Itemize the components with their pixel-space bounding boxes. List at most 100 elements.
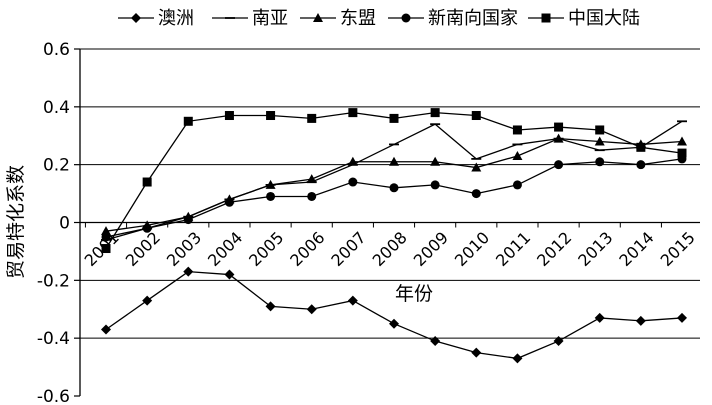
series-diamond <box>101 266 687 364</box>
data-point <box>553 133 564 143</box>
data-point <box>595 157 605 167</box>
data-point <box>389 318 399 329</box>
data-point <box>266 111 276 121</box>
data-point <box>512 180 522 190</box>
data-point <box>265 301 276 312</box>
data-point <box>142 223 152 233</box>
legend-label: 新南向国家 <box>428 8 518 29</box>
legend-item: 新南向国家 <box>388 8 518 29</box>
legend-label: 中国大陆 <box>568 8 640 29</box>
data-point <box>512 150 523 160</box>
x-tick-label: 2008 <box>369 228 411 270</box>
x-tick-label: 2013 <box>574 228 616 270</box>
x-tick-labels: 2001200220032004200520062007200820092010… <box>81 228 699 270</box>
series-circle <box>101 154 687 242</box>
x-tick-label: 2006 <box>286 228 328 270</box>
legend-label: 澳洲 <box>158 8 194 29</box>
y-tick-label: -0.2 <box>37 271 70 291</box>
data-point <box>307 191 317 201</box>
data-point <box>306 174 317 184</box>
data-point <box>677 148 687 158</box>
data-point <box>430 180 440 190</box>
y-tick-labels: 0.6 0.4 0.2 0 -0.2 -0.4 -0.6 <box>37 40 70 405</box>
y-tick-label: -0.4 <box>37 329 70 349</box>
data-point <box>306 304 317 315</box>
data-point <box>430 336 441 347</box>
x-axis-title: 年份 <box>395 283 433 305</box>
data-point <box>677 312 687 323</box>
x-tick-label: 2003 <box>163 228 205 270</box>
x-tick-label: 2004 <box>204 228 246 270</box>
legend-item: 中国大陆 <box>528 8 640 29</box>
gridlines <box>80 48 700 339</box>
legend-label: 南亚 <box>252 8 288 29</box>
x-tick-label: 2014 <box>615 228 657 270</box>
data-point <box>553 336 564 347</box>
data-point <box>471 162 482 172</box>
data-point <box>266 191 276 201</box>
legend-item: 南亚 <box>212 8 288 29</box>
y-tick-label: 0.6 <box>43 40 70 60</box>
data-point <box>101 324 111 335</box>
legend-swatch-marker <box>401 13 411 23</box>
data-point <box>183 266 194 277</box>
x-tick-label: 2007 <box>327 228 369 270</box>
data-point <box>101 226 111 236</box>
legend-item: 东盟 <box>300 8 376 29</box>
data-point <box>554 122 564 132</box>
data-point <box>554 160 564 170</box>
data-point <box>594 136 605 146</box>
data-point <box>594 312 605 323</box>
data-point <box>595 125 605 135</box>
x-tick-label: 2009 <box>410 228 452 270</box>
data-point <box>142 295 153 306</box>
data-point <box>183 215 193 225</box>
x-tick-label: 2012 <box>533 228 575 270</box>
data-point <box>430 108 440 118</box>
legend-swatch-marker <box>131 13 141 23</box>
x-tick-label: 2010 <box>451 228 493 270</box>
legend: 澳洲 南亚 东盟 新南向国家 中国大陆 <box>118 8 640 29</box>
series-square <box>101 108 687 254</box>
data-point <box>389 156 399 166</box>
y-tick-label: 0 <box>59 214 70 234</box>
series-lines <box>101 108 687 364</box>
data-point <box>389 113 399 123</box>
y-tick-label: 0.2 <box>43 156 70 176</box>
series-line <box>105 158 683 238</box>
data-point <box>348 177 358 187</box>
data-point <box>348 108 358 118</box>
data-point <box>512 353 523 364</box>
data-point <box>677 136 687 146</box>
legend-swatch-marker <box>313 13 323 22</box>
legend-label: 东盟 <box>340 8 376 29</box>
data-point <box>183 116 193 126</box>
y-tick-label: -0.6 <box>37 387 70 405</box>
y-tick-label: 0.4 <box>43 98 70 118</box>
data-point <box>471 189 481 199</box>
legend-item: 澳洲 <box>118 8 194 29</box>
axes <box>74 48 700 397</box>
data-point <box>265 179 276 189</box>
data-point <box>389 183 399 193</box>
legend-swatch-marker <box>541 13 551 23</box>
data-point <box>224 197 234 207</box>
data-point <box>635 315 646 326</box>
data-point <box>224 111 234 121</box>
data-point <box>636 142 646 152</box>
data-point <box>307 113 317 123</box>
data-point <box>142 177 152 187</box>
x-tick-label: 2011 <box>492 228 534 270</box>
data-point <box>636 160 646 170</box>
data-point <box>471 347 482 358</box>
data-point <box>101 232 111 242</box>
x-tick-label: 2015 <box>657 228 699 270</box>
data-point <box>471 111 481 121</box>
data-point <box>101 244 111 254</box>
x-tick-label: 2005 <box>245 228 287 270</box>
data-point <box>430 156 441 166</box>
data-point <box>347 156 358 166</box>
data-point <box>512 125 522 135</box>
data-point <box>347 295 358 306</box>
